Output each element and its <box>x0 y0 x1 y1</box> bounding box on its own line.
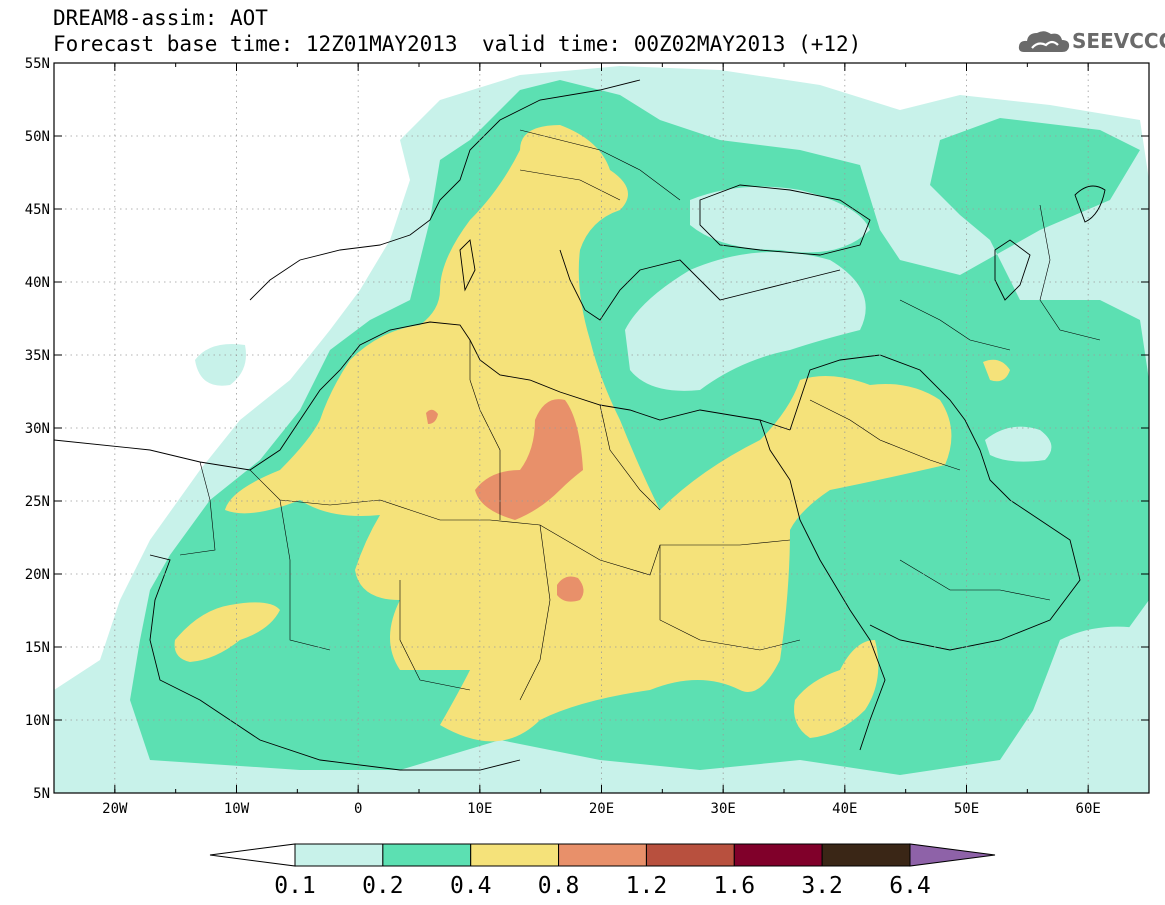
forecast-base-time: Forecast base time: 12Z01MAY2013 <box>53 32 458 56</box>
aot-band-0.8-chad <box>557 576 584 602</box>
colorbar-label: 0.8 <box>538 873 580 899</box>
map-title: DREAM8-assim: AOT <box>53 6 268 30</box>
aot-band-0.1-med <box>625 252 866 391</box>
lon-tick-label: 50E <box>954 801 979 817</box>
aot-band-0.4 <box>225 125 952 742</box>
aot-colorbar: 0.1 0.2 0.4 0.8 1.2 1.6 3.2 6.4 <box>209 843 996 899</box>
colorbar-swatch <box>382 843 472 867</box>
aot-band-0.8-small <box>426 409 438 424</box>
lat-tick-label: 25N <box>25 494 50 510</box>
seevccc-logo: SEEVCCC <box>1018 26 1165 56</box>
aot-band-0.4-iran <box>983 359 1010 382</box>
lat-tick-label: 5N <box>33 786 50 802</box>
lat-tick-label: 40N <box>25 275 50 291</box>
lon-tick-label: 0 <box>354 801 362 817</box>
colorbar-swatch <box>294 843 384 867</box>
colorbar-swatch <box>645 843 735 867</box>
aot-band-0.8 <box>475 399 583 520</box>
aot-band-0.4-horn <box>794 640 879 738</box>
lon-tick-label: 20E <box>589 801 614 817</box>
forecast-time-line: Forecast base time: 12Z01MAY2013 valid ti… <box>53 32 861 56</box>
coastlines <box>54 79 1106 771</box>
lat-tick-label: 30N <box>25 421 50 437</box>
country-borders <box>179 129 1101 701</box>
colorbar-label: 3.2 <box>801 873 843 899</box>
colorbar-label: 0.1 <box>274 873 316 899</box>
graticule <box>54 63 1149 793</box>
aot-band-0.2 <box>130 80 1149 775</box>
colorbar-label: 6.4 <box>889 873 931 899</box>
aot-band-0.1-isle <box>195 344 246 386</box>
lat-tick-label: 35N <box>25 348 50 364</box>
axis-ticks: 20W 10W 0 10E 20E 30E 40E 50E 60E 55N 50N 45N 40N 35N… <box>25 56 1150 817</box>
colorbar-label: 0.2 <box>362 873 404 899</box>
aot-band-0.1-blacksea <box>690 186 870 253</box>
lon-tick-label: 10W <box>224 801 250 817</box>
lon-tick-label: 20W <box>102 801 128 817</box>
lat-tick-label: 20N <box>25 567 50 583</box>
valid-time: valid time: 00Z02MAY2013 (+12) <box>482 32 862 56</box>
aot-band-0.4-west <box>174 602 280 662</box>
aot-band-0.1-arabiansea <box>1000 626 1149 793</box>
colorbar-label: 0.4 <box>450 873 492 899</box>
lat-tick-label: 10N <box>25 713 50 729</box>
lon-tick-label: 10E <box>467 801 492 817</box>
colorbar-swatch <box>821 843 911 867</box>
cloud-icon <box>1018 31 1070 52</box>
lat-tick-label: 50N <box>25 129 50 145</box>
logo-text: SEEVCCC <box>1072 29 1165 53</box>
colorbar-min-arrow <box>209 843 296 867</box>
colorbar-swatch <box>733 843 823 867</box>
lon-tick-label: 60E <box>1076 801 1101 817</box>
lat-tick-label: 15N <box>25 640 50 656</box>
colorbar-swatch <box>558 843 647 867</box>
colorbar-label: 1.2 <box>626 873 668 899</box>
colorbar-max-arrow <box>909 843 996 867</box>
lon-tick-label: 40E <box>832 801 857 817</box>
lon-tick-label: 30E <box>711 801 736 817</box>
lat-tick-label: 55N <box>25 56 50 72</box>
colorbar-swatch <box>470 843 560 867</box>
lat-tick-label: 45N <box>25 202 50 218</box>
colorbar-label: 1.6 <box>714 873 756 899</box>
aot-band-0.1-gulf <box>985 426 1052 462</box>
